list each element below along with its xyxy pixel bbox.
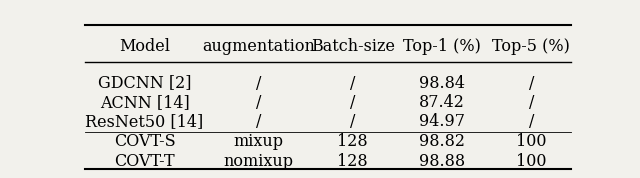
Text: 98.82: 98.82 bbox=[419, 134, 465, 150]
Text: COVT-T: COVT-T bbox=[114, 153, 175, 170]
Text: Top-1 (%): Top-1 (%) bbox=[403, 38, 481, 54]
Text: /: / bbox=[256, 94, 261, 111]
Text: augmentation: augmentation bbox=[202, 38, 315, 54]
Text: /: / bbox=[529, 94, 534, 111]
Text: /: / bbox=[350, 113, 355, 130]
Text: 100: 100 bbox=[516, 153, 547, 170]
Text: mixup: mixup bbox=[234, 134, 284, 150]
Text: 128: 128 bbox=[337, 153, 368, 170]
Text: /: / bbox=[529, 113, 534, 130]
Text: /: / bbox=[256, 75, 261, 91]
Text: ResNet50 [14]: ResNet50 [14] bbox=[85, 113, 204, 130]
Text: Batch-size: Batch-size bbox=[311, 38, 395, 54]
Text: nomixup: nomixup bbox=[223, 153, 294, 170]
Text: /: / bbox=[350, 75, 355, 91]
Text: 94.97: 94.97 bbox=[419, 113, 465, 130]
Text: ACNN [14]: ACNN [14] bbox=[100, 94, 189, 111]
Text: Top-5 (%): Top-5 (%) bbox=[492, 38, 570, 54]
Text: GDCNN [2]: GDCNN [2] bbox=[98, 75, 191, 91]
Text: /: / bbox=[256, 113, 261, 130]
Text: COVT-S: COVT-S bbox=[114, 134, 175, 150]
Text: 98.84: 98.84 bbox=[419, 75, 465, 91]
Text: /: / bbox=[350, 94, 355, 111]
Text: 100: 100 bbox=[516, 134, 547, 150]
Text: 128: 128 bbox=[337, 134, 368, 150]
Text: 98.88: 98.88 bbox=[419, 153, 465, 170]
Text: /: / bbox=[529, 75, 534, 91]
Text: 87.42: 87.42 bbox=[419, 94, 465, 111]
Text: Model: Model bbox=[119, 38, 170, 54]
